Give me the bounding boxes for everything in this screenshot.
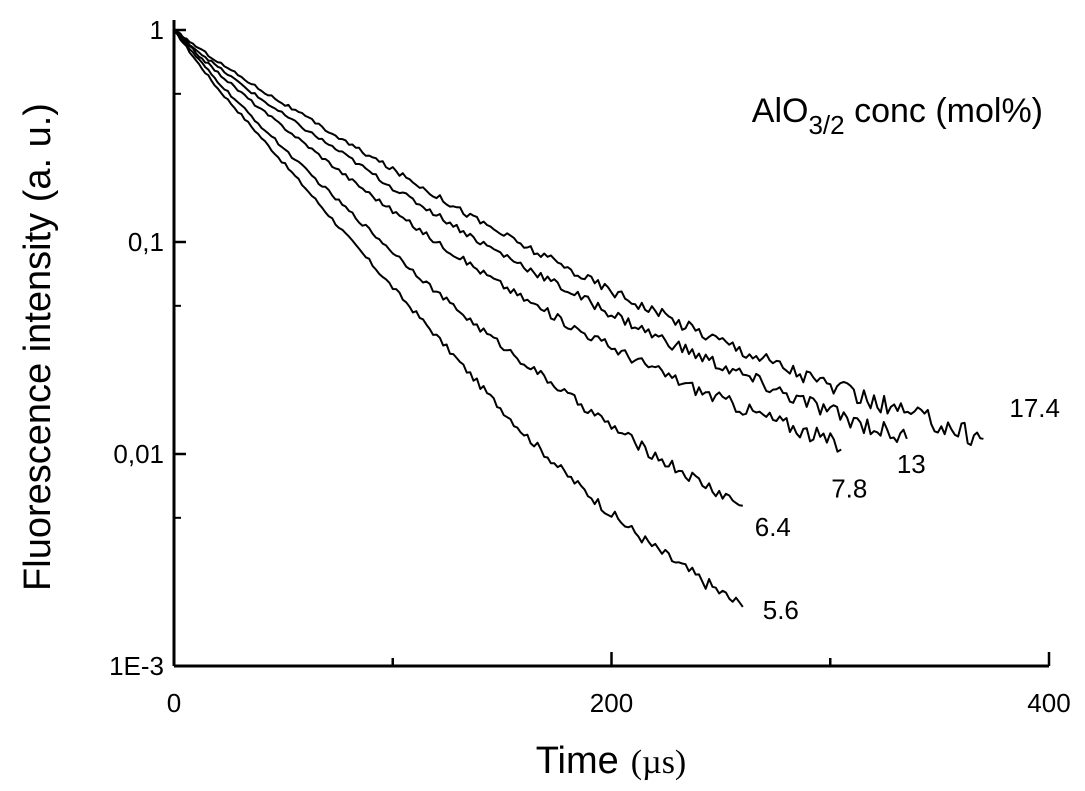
axes: 0 200 400 1 0,1 0,01 1E-3	[109, 15, 1071, 718]
series-label-6.4: 6.4	[755, 512, 791, 542]
series-label-13: 13	[897, 449, 926, 479]
series-line-13	[173, 29, 908, 443]
x-tick-label: 400	[1027, 688, 1070, 718]
series-line-6.4	[173, 30, 743, 507]
series-label-5.6: 5.6	[763, 595, 799, 625]
series-line-5.6	[173, 28, 744, 608]
series-line-17.4	[173, 28, 984, 446]
y-tick-label: 0,1	[128, 227, 164, 257]
x-tick-label: 0	[167, 688, 181, 718]
y-tick-label: 1E-3	[109, 651, 164, 681]
y-tick-label: 0,01	[113, 439, 164, 469]
x-tick-label: 200	[590, 688, 633, 718]
legend-title: AlO3/2 conc (mol%)	[752, 92, 1043, 140]
series-line-7.8	[173, 29, 842, 453]
series-label-7.8: 7.8	[831, 474, 867, 504]
y-axis-title: Fluorescence intensity (a. u.)	[17, 103, 59, 591]
series-label-17.4: 17.4	[1009, 393, 1060, 423]
plot-area: 5.6 6.4 7.8 13 17.4	[173, 28, 1060, 625]
y-tick-label: 1	[150, 15, 164, 45]
x-axis-title: Time (µs)	[536, 740, 687, 782]
